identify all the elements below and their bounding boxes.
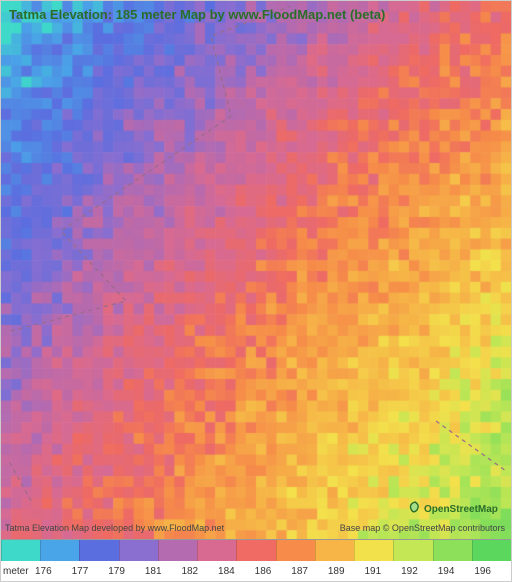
osm-logo[interactable]: OpenStreetMap [408, 500, 503, 521]
legend-segment [315, 540, 354, 561]
legend-value: 189 [328, 566, 365, 577]
legend-value: 176 [35, 566, 72, 577]
legend-value: 179 [108, 566, 145, 577]
legend-segment [393, 540, 432, 561]
legend-colorbar [1, 540, 511, 561]
legend-value: 181 [145, 566, 182, 577]
osm-label: OpenStreetMap [424, 504, 498, 515]
legend-value: 187 [291, 566, 328, 577]
map-title: Tatma Elevation: 185 meter Map by www.Fl… [9, 7, 385, 22]
legend-segment [1, 540, 40, 561]
legend-segment [79, 540, 118, 561]
legend-value: 182 [181, 566, 218, 577]
legend-value: 194 [438, 566, 475, 577]
legend-unit: meter [1, 566, 35, 577]
legend-segment [433, 540, 472, 561]
legend-value: 184 [218, 566, 255, 577]
legend-value: 192 [401, 566, 438, 577]
legend-labels: meter 1761771791811821841861871891911921… [1, 561, 511, 581]
legend-segment [354, 540, 393, 561]
legend-segment [119, 540, 158, 561]
legend-segment [197, 540, 236, 561]
legend-segment [40, 540, 79, 561]
credits-right: Base map © OpenStreetMap contributors [340, 523, 505, 533]
legend-value: 186 [255, 566, 292, 577]
elevation-legend: meter 1761771791811821841861871891911921… [1, 539, 511, 581]
legend-segment [236, 540, 275, 561]
legend-value: 191 [364, 566, 401, 577]
map-container: Tatma Elevation: 185 meter Map by www.Fl… [0, 0, 512, 582]
legend-segment [276, 540, 315, 561]
legend-value: 196 [474, 566, 511, 577]
elevation-heatmap[interactable] [1, 1, 511, 541]
legend-segment [472, 540, 511, 561]
legend-segment [158, 540, 197, 561]
credits-left: Tatma Elevation Map developed by www.Flo… [5, 523, 224, 533]
legend-value: 177 [72, 566, 109, 577]
